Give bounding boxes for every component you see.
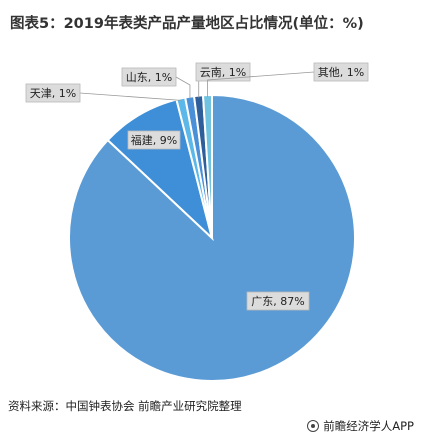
data-label: 云南, 1% <box>200 66 246 79</box>
leader-line <box>207 71 315 98</box>
brand: 前瞻经济学人APP <box>307 418 414 434</box>
data-label: 其他, 1% <box>318 66 364 79</box>
leader-line <box>175 76 191 99</box>
leader-line <box>79 92 182 101</box>
data-label-box <box>195 62 251 82</box>
data-label-box <box>121 67 177 87</box>
data-label-box <box>127 130 181 150</box>
data-label: 福建, 9% <box>131 133 177 147</box>
data-label: 天津, 1% <box>30 87 76 100</box>
data-label-box <box>313 62 369 82</box>
chart-title: 图表5：2019年表类产品产量地区占比情况(单位：%) <box>10 16 364 32</box>
data-label-box <box>246 291 310 311</box>
data-label: 广东, 87% <box>251 295 304 308</box>
source-note: 资料来源：中国钟表协会 前瞻产业研究院整理 <box>8 399 242 413</box>
data-label-box <box>25 83 81 103</box>
brand-label: 前瞻经济学人APP <box>323 419 414 433</box>
data-label: 山东, 1% <box>126 71 172 84</box>
brand-logo-icon <box>307 420 320 432</box>
